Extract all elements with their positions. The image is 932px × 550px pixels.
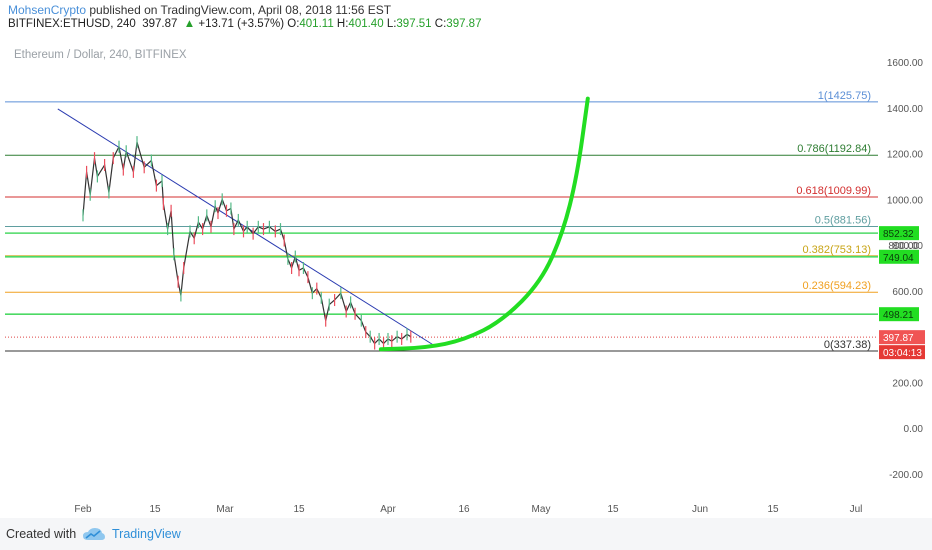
arrow-up-icon: ▲ (183, 18, 196, 30)
publisher-line: MohsenCrypto published on TradingView.co… (8, 3, 391, 17)
y-tick-label: 200.00 (892, 378, 923, 389)
price-series-line (82, 141, 412, 345)
x-tick-label: 15 (149, 504, 161, 515)
price-tag-label: 749.04 (883, 253, 914, 264)
y-tick-label: 1200.00 (887, 150, 924, 161)
high-value: 401.40 (348, 18, 384, 30)
low-label: L: (386, 18, 397, 30)
author-link[interactable]: MohsenCrypto (8, 3, 87, 17)
countdown-box (879, 345, 925, 360)
fib-level-label: 0.236(594.23) (803, 280, 872, 292)
fib-level-label: 0(337.38) (824, 339, 871, 351)
x-tick-label: 16 (458, 504, 470, 515)
chart-panel[interactable]: Ethereum / Dollar, 240, BITFINEX 1600.00 1… (5, 38, 931, 518)
x-tick-label: 15 (293, 504, 305, 515)
price-tag-box (879, 307, 919, 322)
tradingview-brand-link[interactable]: TradingView (112, 527, 181, 541)
last-price: 397.87 (142, 18, 178, 30)
x-tick-label: May (532, 504, 551, 515)
open-value: 401.11 (299, 18, 334, 30)
y-tick-label: -200.00 (889, 470, 923, 481)
y-tick-label: 1600.00 (887, 58, 924, 69)
fib-level-label: 0.618(1009.99) (796, 185, 871, 197)
price-tag-box (879, 249, 919, 264)
price-chart[interactable]: Ethereum / Dollar, 240, BITFINEX 1600.00 1… (5, 38, 931, 518)
y-tick-label: 800.00 (888, 241, 919, 252)
projection-curve (378, 96, 590, 352)
open-label: O: (287, 18, 300, 30)
countdown-label: 03:04:13 (883, 348, 922, 359)
x-tick-label: 15 (607, 504, 619, 515)
fib-level-label: 0.382(753.13) (803, 244, 872, 256)
ohlc-bar: BITFINEX:ETHUSD, 240 397.87 ▲ +13.71 (+3… (8, 18, 481, 30)
fib-level-label: 0.5(881.56) (815, 214, 871, 226)
fib-level-label: 0.786(1192.84) (797, 143, 871, 155)
downtrend-line (57, 108, 434, 346)
low-value: 397.51 (396, 18, 432, 30)
price-tag-label: 852.32 (883, 229, 914, 240)
price-tag-label: 498.21 (883, 310, 914, 321)
tradingview-cloud-icon (83, 528, 105, 540)
current-price-label: 397.87 (883, 333, 914, 344)
symbol-label: BITFINEX:ETHUSD, 240 (8, 18, 136, 30)
y-tick-label: 600.00 (892, 287, 923, 298)
x-tick-label: 15 (767, 504, 779, 515)
high-label: H: (336, 18, 349, 30)
x-tick-label: Jul (850, 504, 863, 515)
price-change: +13.71 (+3.57%) (198, 18, 285, 30)
chart-title: Ethereum / Dollar, 240, BITFINEX (14, 49, 187, 61)
y-tick-label: 1400.00 (887, 104, 924, 115)
y-tick-label: 0.00 (904, 424, 924, 435)
created-with-text: Created with (6, 527, 77, 541)
x-tick-label: Apr (380, 504, 396, 515)
x-tick-label: Mar (216, 504, 234, 515)
y-tick-label: 800.00 (892, 241, 923, 252)
x-tick-label: Jun (692, 504, 708, 515)
price-tag-box (879, 226, 919, 241)
current-price-box (879, 330, 925, 345)
fib-level-label: 1(1425.75) (818, 90, 871, 102)
footer: Created with TradingView (0, 518, 932, 550)
x-tick-label: Feb (74, 504, 92, 515)
close-value: 397.87 (446, 18, 482, 30)
published-text: published on TradingView.com, April 08, … (86, 3, 392, 17)
y-tick-label: 1000.00 (887, 195, 924, 206)
close-label: C: (434, 18, 447, 30)
